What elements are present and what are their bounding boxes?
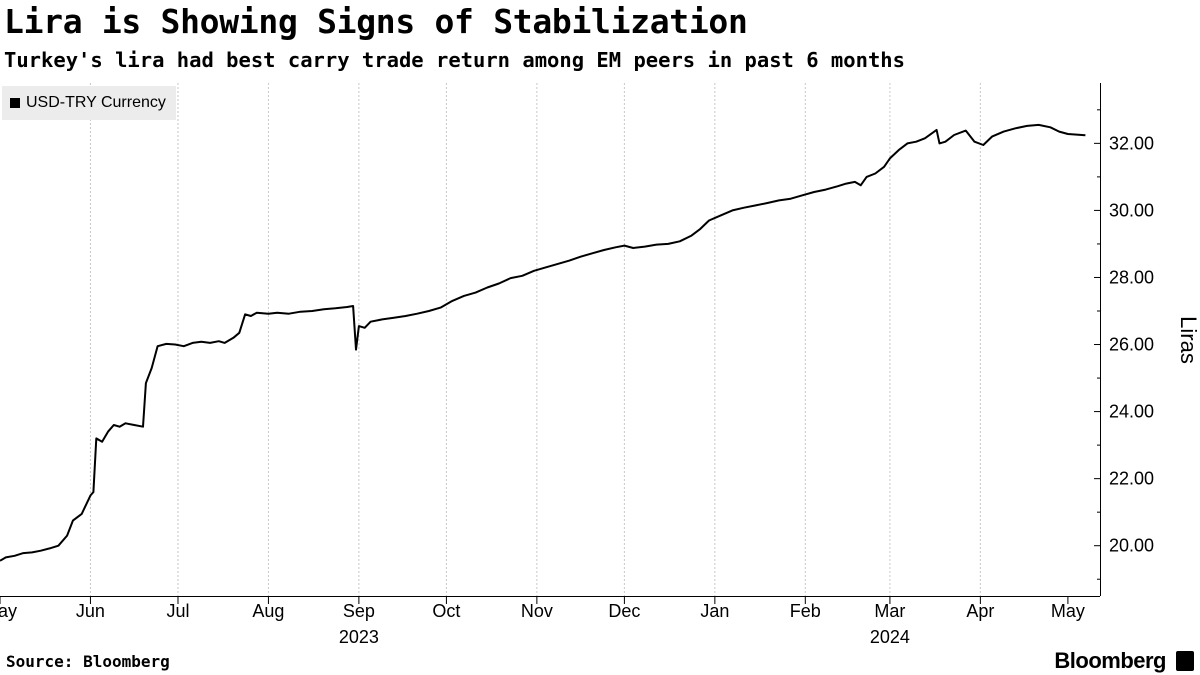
legend-label-usd-try: USD-TRY Currency — [26, 94, 166, 111]
x-tick-label-2023-05-01: May — [0, 601, 17, 621]
x-tick-label-2024-03-01: Mar — [874, 601, 905, 621]
year-label-2024: 2024 — [870, 627, 910, 647]
x-tick-label-2024-05-01: May — [1051, 601, 1085, 621]
x-tick-label-2023-07-01: Jul — [166, 601, 189, 621]
x-tick-label-2023-08-01: Aug — [252, 601, 284, 621]
legend: USD-TRY Currency — [2, 86, 176, 120]
y-tick-label-26: 26.00 — [1109, 335, 1154, 355]
x-tick-label-2023-06-01: Jun — [76, 601, 105, 621]
bloomberg-logo-icon — [1176, 651, 1194, 671]
legend-swatch-usd-try — [10, 98, 20, 108]
x-tick-label-2023-09-01: Sep — [343, 601, 375, 621]
x-tick-label-2024-01-01: Jan — [700, 601, 729, 621]
x-tick-label-2024-02-01: Feb — [790, 601, 821, 621]
axes — [0, 83, 1101, 604]
chart-subtitle: Turkey's lira had best carry trade retur… — [4, 48, 905, 72]
chart-title: Lira is Showing Signs of Stabilization — [4, 2, 748, 41]
x-tick-label-2023-12-01: Dec — [608, 601, 640, 621]
y-tick-label-32: 32.00 — [1109, 133, 1154, 153]
y-tick-label-20: 20.00 — [1109, 536, 1154, 556]
x-tick-label-2024-04-01: Apr — [966, 601, 994, 621]
vertical-gridlines — [89, 83, 981, 596]
y-tick-label-24: 24.00 — [1109, 402, 1154, 422]
series-layer — [0, 123, 1086, 562]
series-line-usd-try — [0, 123, 1086, 562]
y-tick-label-22: 22.00 — [1109, 469, 1154, 489]
source-note: Source: Bloomberg — [6, 652, 170, 671]
brand-logo-text: Bloomberg — [1054, 648, 1166, 673]
x-tick-label-2023-10-01: Oct — [432, 601, 460, 621]
tick-labels: May Jun Jul Aug Sep Oct Nov Dec Jan Feb Mar Apr May 2… — [0, 133, 1200, 647]
y-tick-label-28: 28.00 — [1109, 267, 1154, 287]
y-axis-title: Liras — [1176, 316, 1200, 364]
year-label-2023: 2023 — [339, 627, 379, 647]
x-tick-label-2023-11-01: Nov — [521, 601, 553, 621]
y-tick-label-30: 30.00 — [1109, 200, 1154, 220]
